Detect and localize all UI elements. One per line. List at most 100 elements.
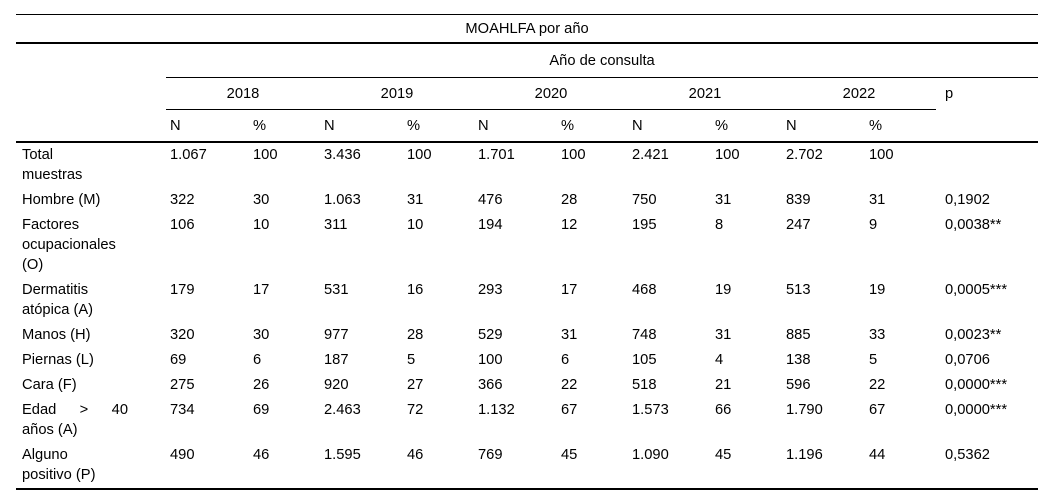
cell-n: 2.421 [632,147,669,163]
cell-n: 920 [324,377,349,393]
cell-n: 1.196 [782,443,862,490]
row-label: Factores ocupacionales (O) [16,213,166,278]
cell-n: 476 [478,192,503,208]
cell-p-value [936,142,1038,188]
cell-pct: 31 [407,192,424,208]
cell-n: 513 [786,282,811,298]
cell-n: 195 [632,217,657,233]
row-label-line: Edad > 40 [22,402,128,418]
cell-pct: 44 [862,443,936,490]
year-header: 2019 [320,77,474,110]
spacer-cell [16,78,166,110]
cell-pct: 22 [869,377,886,393]
cell-pct: 16 [407,282,424,298]
cell-n: 468 [632,282,657,298]
cell-pct: 31 [715,327,732,343]
col-header-pct: % [708,109,782,143]
year-header: 2018 [166,77,320,110]
row-label-line: Alguno [22,447,68,463]
cell-n: 750 [632,192,657,208]
cell-p-value: 0,1902 [945,192,990,208]
spacer-cell [936,109,1039,143]
cell-n: 1.132 [478,402,515,418]
cell-n: 529 [478,327,503,343]
col-header-n: N [474,109,554,143]
moahlfa-table: MOAHLFA por año Año de consulta 2018 2019… [16,14,1039,490]
cell-pct: 69 [253,402,270,418]
row-label-line: Cara (F) [22,377,77,393]
cell-pct: 21 [715,377,732,393]
table-row: Hombre (M) 322 30 1.063 31 476 28 750 31 839 31 0,1… [16,188,1038,213]
cell-pct: 31 [869,192,886,208]
cell-n: 490 [166,443,246,490]
cell-pct: 100 [561,147,586,163]
row-label-line: muestras [22,167,83,183]
cell-n: 187 [324,352,349,368]
row-label-line: Hombre (M) [22,192,101,208]
cell-pct: 28 [561,192,578,208]
title-row: MOAHLFA por año [16,14,1039,44]
cell-pct: 100 [869,147,894,163]
col-header-n: N [782,109,862,143]
cell-pct: 9 [869,217,878,233]
row-label-line: años (A) [22,422,78,438]
cell-p-value: 0,0000*** [945,402,1008,418]
spacer-cell [16,109,166,143]
cell-pct: 100 [407,147,432,163]
cell-pct: 66 [715,402,732,418]
row-label-line: Piernas (L) [22,352,94,368]
cell-pct: 46 [400,443,474,490]
cell-n: 366 [478,377,503,393]
cell-pct: 17 [253,282,270,298]
table-row: Cara (F) 275 26 920 27 366 22 518 21 596 22 0,0000*… [16,373,1038,398]
cell-pct: 45 [708,443,782,490]
col-header-n: N [320,109,400,143]
col-header-pct: % [400,109,474,143]
row-label: Hombre (M) [16,188,166,213]
row-label: Total muestras [16,142,166,188]
cell-pct: 31 [715,192,732,208]
cell-n: 138 [786,352,811,368]
cell-n: 1.701 [478,147,515,163]
cell-pct: 26 [253,377,270,393]
year-header: 2020 [474,77,628,110]
cell-n: 1.595 [320,443,400,490]
cell-pct: 4 [715,352,724,368]
cell-n: 839 [786,192,811,208]
cell-pct: 45 [554,443,628,490]
col-header-pct: % [554,109,628,143]
cell-p-value: 0,0706 [945,352,990,368]
col-header-n: N [166,109,246,143]
table-row: Dermatitis atópica (A) 179 17 531 16 293 17 468 1… [16,278,1038,323]
year-header: 2022 [782,77,936,110]
row-label-line: Dermatitis [22,282,89,298]
row-label-line: atópica (A) [22,302,94,318]
cell-pct: 10 [253,217,270,233]
cell-n: 69 [170,352,187,368]
cell-p-value: 0,0005*** [945,282,1008,298]
row-label-line: ocupacionales [22,237,116,253]
table-title: MOAHLFA por año [16,14,1039,44]
cell-p-value: 0,5362 [936,443,1039,490]
spacer-cell [16,43,166,78]
cell-n: 247 [786,217,811,233]
cell-n: 194 [478,217,503,233]
cell-pct: 100 [253,147,278,163]
cell-pct: 33 [869,327,886,343]
row-label-line: Total [22,147,54,163]
cell-pct: 31 [561,327,578,343]
cell-p-value: 0,0000*** [945,377,1008,393]
cell-pct: 5 [407,352,416,368]
cell-p-value: 0,0038** [945,217,1002,233]
cell-n: 100 [478,352,503,368]
group-header: Año de consulta [166,43,1039,78]
table-row: Total muestras 1.067 100 3.436 100 1.701 100 2.4… [16,142,1038,188]
cell-pct: 72 [407,402,424,418]
cell-pct: 12 [561,217,578,233]
row-label: Manos (H) [16,323,166,348]
cell-n: 3.436 [324,147,361,163]
col-header-pct: % [862,109,936,143]
cell-n: 1.090 [628,443,708,490]
cell-pct: 46 [246,443,320,490]
cell-pct: 22 [561,377,578,393]
